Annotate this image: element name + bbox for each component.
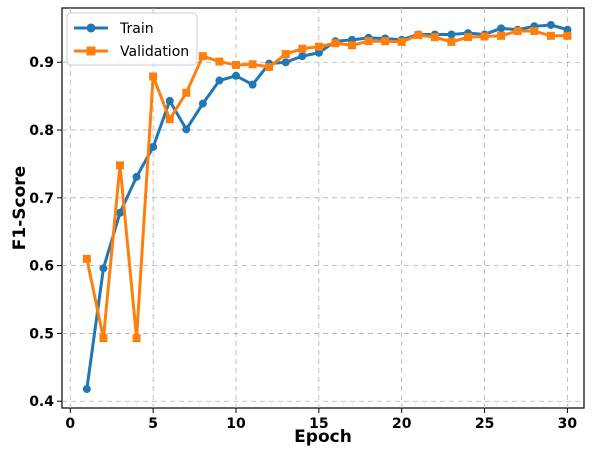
train-point <box>447 30 456 39</box>
y-tick-label: 0.6 <box>29 259 54 275</box>
validation-point <box>99 334 108 343</box>
validation-point <box>298 44 307 53</box>
legend-validation-label: Validation <box>120 44 189 60</box>
validation-point <box>381 37 390 46</box>
validation-point <box>215 57 224 66</box>
legend-train-marker <box>86 23 96 33</box>
validation-point <box>364 37 373 46</box>
validation-point <box>563 31 572 40</box>
y-axis-title: F1-Score <box>10 166 30 250</box>
validation-point <box>281 50 290 59</box>
validation-point <box>198 52 207 61</box>
y-tick-label: 0.8 <box>29 123 54 139</box>
validation-point <box>513 27 522 36</box>
train-series-line <box>85 23 568 390</box>
y-tick-label: 0.7 <box>29 191 54 207</box>
x-tick-label: 10 <box>226 416 246 432</box>
validation-point <box>82 254 91 263</box>
validation-point <box>497 31 506 40</box>
validation-point <box>530 27 539 36</box>
validation-point <box>182 88 191 97</box>
train-point <box>298 52 307 61</box>
plot-frame <box>61 7 585 409</box>
train-point <box>563 25 572 34</box>
validation-point <box>397 37 406 46</box>
validation-point <box>314 42 323 51</box>
legend: Train Validation <box>66 12 198 66</box>
x-tick-label: 15 <box>309 416 328 432</box>
validation-point <box>331 39 340 48</box>
x-tick-label: 20 <box>392 416 412 432</box>
validation-point <box>132 334 141 343</box>
train-point <box>198 99 207 108</box>
validation-point <box>232 60 240 69</box>
train-point <box>116 208 124 217</box>
train-point <box>149 142 158 151</box>
x-tick-label: 0 <box>65 416 75 432</box>
validation-point <box>480 32 489 41</box>
x-axis-title: Epoch <box>294 427 352 447</box>
validation-point <box>430 33 439 42</box>
train-point <box>132 172 141 181</box>
train-point <box>232 71 240 80</box>
x-tick-label: 5 <box>148 416 158 432</box>
x-tick-label: 30 <box>558 416 578 432</box>
validation-point <box>248 60 257 69</box>
validation-point <box>165 115 174 124</box>
axis-ticks: 0 5 10 15 20 25 30 0.4 0.5 0.6 0.7 0.8 0.9 <box>29 55 577 432</box>
y-tick-label: 0.5 <box>29 326 54 342</box>
validation-point <box>348 41 356 50</box>
train-point <box>215 76 224 85</box>
validation-point <box>116 161 124 170</box>
legend-validation-marker <box>86 46 96 56</box>
train-point <box>546 20 555 29</box>
train-point <box>82 385 91 394</box>
series-layer <box>82 20 572 394</box>
train-point <box>248 80 257 89</box>
train-point <box>165 96 174 105</box>
y-tick-label: 0.4 <box>29 394 54 410</box>
validation-point <box>414 31 423 40</box>
train-point <box>182 125 191 134</box>
train-point <box>281 58 290 67</box>
validation-point <box>464 33 472 42</box>
validation-series-line <box>85 29 568 340</box>
train-point <box>99 264 108 273</box>
validation-point <box>265 62 274 71</box>
grid-lines <box>62 8 584 408</box>
validation-point <box>447 37 456 46</box>
train-point <box>314 48 323 57</box>
validation-point <box>149 72 158 81</box>
y-tick-label: 0.9 <box>29 55 54 71</box>
x-tick-label: 25 <box>475 416 494 432</box>
legend-train-label: Train <box>119 21 154 37</box>
train-point <box>497 24 506 33</box>
validation-point <box>546 31 555 40</box>
